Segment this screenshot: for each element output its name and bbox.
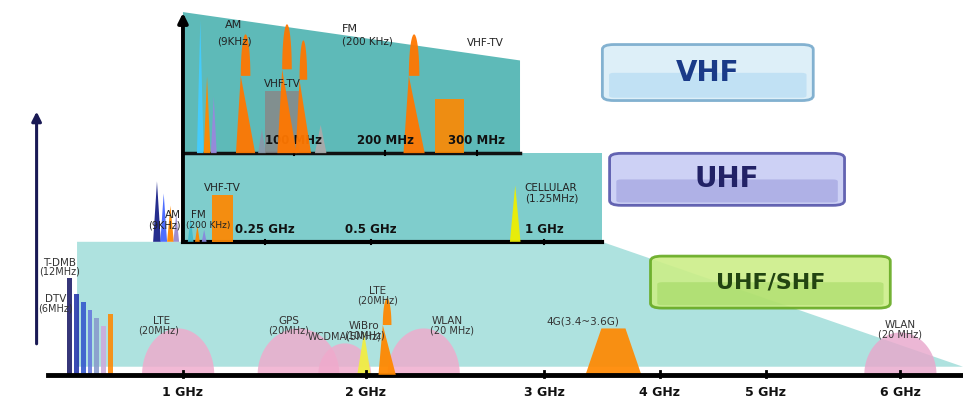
FancyBboxPatch shape — [657, 282, 884, 305]
Text: (10MHz): (10MHz) — [344, 330, 384, 341]
Text: (20 MHz): (20 MHz) — [878, 329, 923, 339]
Text: VHF: VHF — [676, 58, 740, 87]
Text: 0.25 GHz: 0.25 GHz — [235, 223, 295, 236]
Polygon shape — [378, 298, 396, 375]
Bar — [108, 314, 113, 375]
Polygon shape — [183, 153, 602, 242]
Text: (6MHz): (6MHz) — [39, 303, 73, 313]
Text: LTE: LTE — [153, 316, 170, 326]
Text: 300 MHz: 300 MHz — [448, 134, 506, 147]
Polygon shape — [183, 12, 520, 153]
FancyBboxPatch shape — [610, 153, 845, 205]
Text: 100 MHz: 100 MHz — [265, 134, 323, 147]
Text: DTV: DTV — [45, 294, 66, 304]
Text: 1 GHz: 1 GHz — [163, 386, 203, 399]
Text: WLAN: WLAN — [431, 316, 462, 326]
Text: VHF-TV: VHF-TV — [264, 79, 300, 89]
Text: UHF/SHF: UHF/SHF — [716, 272, 825, 292]
Text: (9KHz): (9KHz) — [148, 220, 181, 231]
Polygon shape — [586, 328, 641, 375]
Text: (9KHz): (9KHz) — [217, 36, 251, 46]
Text: 5 GHz: 5 GHz — [745, 386, 786, 399]
Polygon shape — [236, 34, 255, 153]
Bar — [435, 99, 464, 153]
FancyBboxPatch shape — [651, 256, 891, 308]
Polygon shape — [318, 343, 372, 375]
Polygon shape — [277, 24, 297, 153]
Polygon shape — [388, 328, 460, 375]
Polygon shape — [865, 332, 937, 375]
Text: (1.25MHz): (1.25MHz) — [525, 193, 578, 204]
Text: WLAN: WLAN — [885, 320, 916, 330]
Bar — [81, 302, 86, 375]
Text: UHF: UHF — [695, 165, 759, 193]
Text: (200 KHz): (200 KHz) — [342, 36, 393, 46]
Polygon shape — [77, 242, 963, 367]
Text: (20MHz): (20MHz) — [269, 325, 309, 335]
Bar — [94, 318, 99, 375]
Text: 6 GHz: 6 GHz — [880, 386, 921, 399]
Polygon shape — [143, 328, 215, 375]
Text: WCDMA(5MHz): WCDMA(5MHz) — [308, 331, 381, 341]
Bar — [67, 278, 72, 375]
Polygon shape — [510, 185, 521, 242]
Text: FM: FM — [342, 24, 358, 34]
Text: 2 GHz: 2 GHz — [346, 386, 386, 399]
Polygon shape — [202, 230, 207, 242]
FancyBboxPatch shape — [616, 179, 838, 202]
Text: (20 MHz): (20 MHz) — [430, 325, 475, 335]
FancyBboxPatch shape — [603, 44, 813, 101]
Polygon shape — [160, 193, 168, 242]
Text: AM: AM — [165, 210, 181, 220]
Text: 4G(3.4~3.6G): 4G(3.4~3.6G) — [546, 316, 619, 326]
Polygon shape — [204, 77, 211, 153]
Polygon shape — [195, 226, 200, 242]
Text: (20MHz): (20MHz) — [139, 325, 179, 335]
Polygon shape — [357, 332, 371, 375]
Polygon shape — [173, 214, 179, 242]
Text: WiBro: WiBro — [349, 321, 379, 331]
Text: AM: AM — [225, 20, 243, 30]
Text: (12MHz): (12MHz) — [39, 267, 80, 277]
Text: GPS: GPS — [278, 316, 299, 326]
Text: 4 GHz: 4 GHz — [639, 386, 680, 399]
Polygon shape — [315, 125, 326, 153]
Text: VHF-TV: VHF-TV — [467, 38, 504, 48]
Polygon shape — [153, 181, 161, 242]
Text: (200 KHz): (200 KHz) — [186, 221, 230, 230]
Bar — [265, 91, 299, 153]
Polygon shape — [258, 129, 266, 153]
Bar — [212, 195, 233, 242]
Text: T-DMB: T-DMB — [43, 258, 76, 268]
Polygon shape — [403, 34, 425, 153]
Bar — [74, 294, 79, 375]
Text: FM: FM — [191, 210, 205, 220]
Polygon shape — [168, 206, 174, 242]
Text: 3 GHz: 3 GHz — [524, 386, 564, 399]
Polygon shape — [211, 97, 217, 153]
Text: 200 MHz: 200 MHz — [356, 134, 414, 147]
FancyBboxPatch shape — [609, 73, 807, 98]
Text: LTE: LTE — [369, 286, 386, 296]
Bar — [101, 326, 106, 375]
Text: 0.5 GHz: 0.5 GHz — [345, 223, 397, 236]
Polygon shape — [197, 20, 204, 153]
Text: CELLULAR: CELLULAR — [525, 183, 578, 193]
Polygon shape — [296, 40, 311, 153]
Text: (20MHz): (20MHz) — [357, 295, 398, 305]
Polygon shape — [188, 218, 194, 242]
Text: VHF-TV: VHF-TV — [204, 183, 241, 193]
Text: 1 GHz: 1 GHz — [525, 223, 563, 236]
Bar — [88, 310, 92, 375]
Polygon shape — [258, 328, 340, 375]
